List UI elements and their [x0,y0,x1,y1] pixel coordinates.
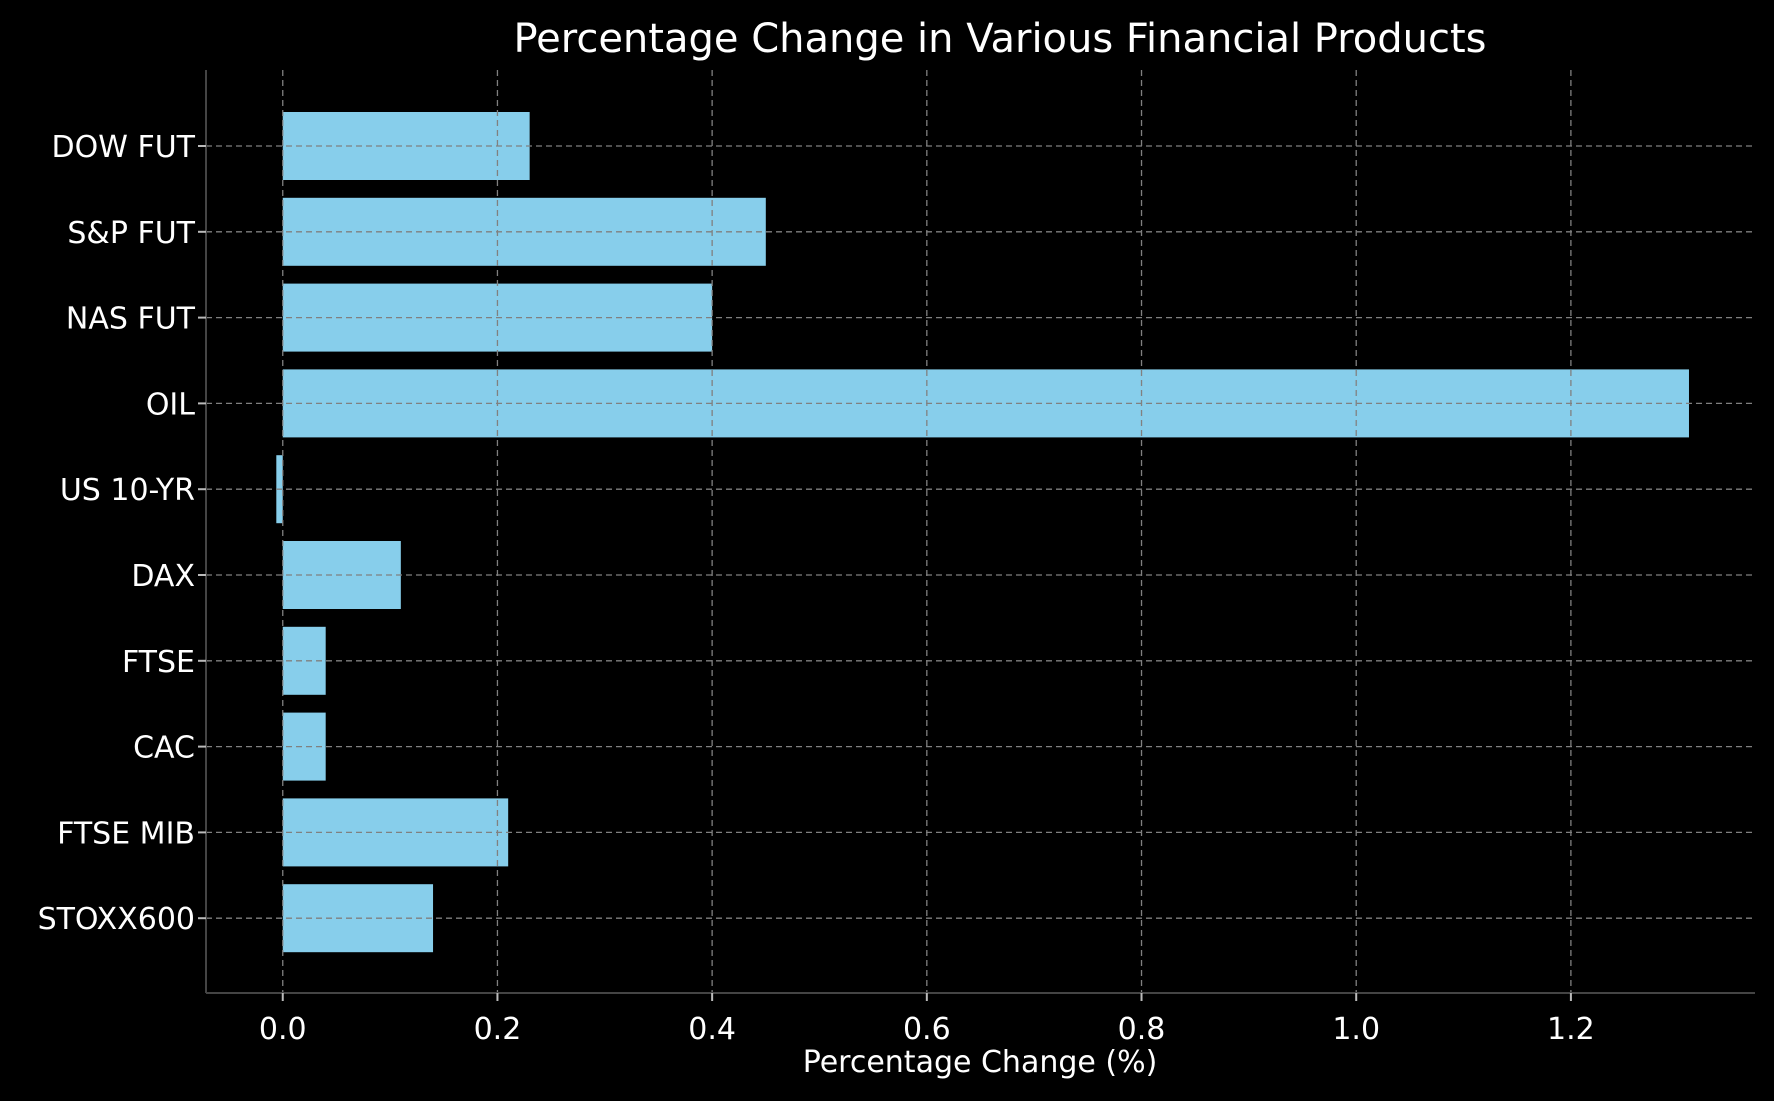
chart-title: Percentage Change in Various Financial P… [513,16,1486,62]
y-tick-label: DOW FUT [52,130,196,165]
x-tick-label: 0.4 [688,1012,736,1047]
x-tick-label: 0.6 [903,1012,951,1047]
axis-layer [205,70,1755,994]
x-tick-label: 0.2 [474,1012,522,1047]
y-tick-label: FTSE [122,645,195,680]
x-tick-label: 1.0 [1332,1012,1380,1047]
grid-layer [206,70,1755,993]
y-tick-labels: DOW FUT S&P FUT NAS FUT OIL US 10-YR DAX FTSE C… [38,130,206,937]
x-tick-label: 0.8 [1118,1012,1166,1047]
y-tick-label: CAC [133,731,195,766]
x-axis-label: Percentage Change (%) [803,1045,1158,1080]
y-tick-label: STOXX600 [38,902,195,937]
y-tick-label: OIL [146,387,195,422]
y-tick-label: DAX [131,559,195,594]
y-tick-label: FTSE MIB [57,816,195,851]
bar [282,197,766,266]
y-tick-label: NAS FUT [66,302,196,337]
y-tick-label: US 10-YR [60,473,195,508]
y-tick-label: S&P FUT [67,216,195,251]
bar-layer [276,112,1689,953]
x-tick-label: 0.0 [259,1012,307,1047]
x-tick-labels: 0.0 0.2 0.4 0.6 0.8 1.0 1.2 [259,993,1595,1047]
x-tick-label: 1.2 [1547,1012,1595,1047]
